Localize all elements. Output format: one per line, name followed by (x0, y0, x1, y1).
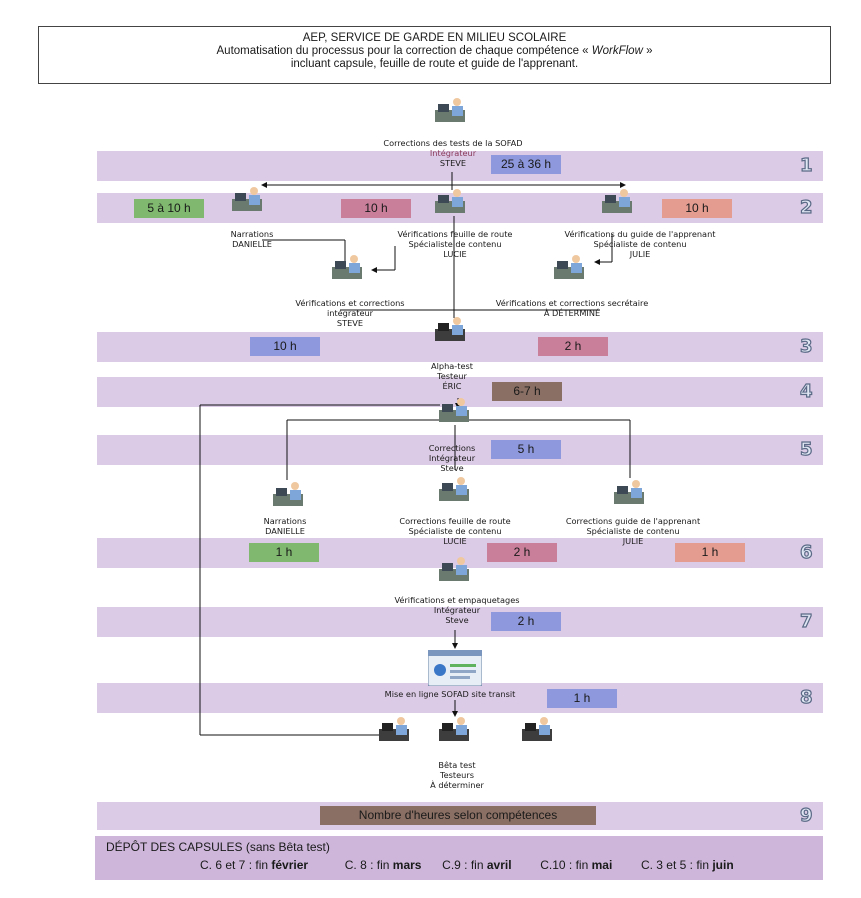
hours-step-9: Nombre d'heures selon compétences (320, 806, 596, 825)
hours-step-1: 25 à 36 h (491, 155, 561, 174)
hours-step-5: 5 h (491, 440, 561, 459)
deadline-item: C. 8 : fin mars (344, 858, 422, 872)
step-number-2: 2 (799, 196, 813, 218)
web-page-icon (428, 650, 482, 686)
step-number-3: 3 (799, 335, 813, 357)
deadline-item: C.10 : fin mai (540, 858, 613, 872)
person-workstation-icon (435, 317, 465, 341)
label-corrections-sofad: Corrections des tests de la SOFAD Intégr… (383, 138, 523, 168)
title-line-1: AEP, SERVICE DE GARDE EN MILIEU SCOLAIRE (302, 32, 567, 44)
person-workstation-icon (439, 557, 469, 581)
hours-step-6-narrations: 1 h (249, 543, 319, 562)
person-workstation-icon (602, 189, 632, 213)
hours-step-3-secretaire: 2 h (538, 337, 608, 356)
footer-deadlines: C. 6 et 7 : fin février C. 8 : fin mars … (200, 858, 734, 872)
hours-step-6-feuille: 2 h (487, 543, 557, 562)
step-number-7: 7 (799, 610, 813, 632)
person-workstation-icon (435, 189, 465, 213)
hours-step-8: 1 h (547, 689, 617, 708)
hours-step-2-narrations: 5 à 10 h (134, 199, 204, 218)
person-workstation-icon (439, 717, 469, 741)
label-corr-feuille: Corrections feuille de route Spécialiste… (399, 516, 511, 546)
hours-step-6-guide: 1 h (675, 543, 745, 562)
label-verif-empaquetages: Vérifications et empaquetages Intégrateu… (394, 595, 520, 625)
person-workstation-icon (379, 717, 409, 741)
hours-step-2-feuille: 10 h (341, 199, 411, 218)
deadline-item: C.9 : fin avril (442, 858, 512, 872)
footer-deposit-band (95, 836, 823, 880)
hours-step-7: 2 h (491, 612, 561, 631)
step-number-5: 5 (799, 438, 813, 460)
step-number-6: 6 (799, 541, 813, 563)
band-step-5 (97, 435, 823, 465)
deadline-item: C. 3 et 5 : fin juin (640, 858, 734, 872)
person-workstation-icon (232, 187, 262, 211)
band-step-8 (97, 683, 823, 713)
person-workstation-icon (332, 255, 362, 279)
title-box: AEP, SERVICE DE GARDE EN MILIEU SCOLAIRE… (38, 26, 831, 84)
step-number-8: 8 (799, 686, 813, 708)
title-line-2: Automatisation du processus pour la corr… (216, 45, 653, 57)
deadline-item: C. 6 et 7 : fin février (200, 858, 309, 872)
title-line-3: incluant capsule, feuille de route et gu… (290, 58, 579, 70)
footer-title: DÉPÔT DES CAPSULES (sans Bêta test) (106, 840, 330, 854)
person-workstation-icon (554, 255, 584, 279)
step-number-4: 4 (799, 380, 813, 402)
label-verif-guide: Vérifications du guide de l'apprenant Sp… (564, 229, 716, 259)
label-alpha-test: Alpha-test Testeur ÉRIC (431, 361, 473, 391)
hours-step-2-guide: 10 h (662, 199, 732, 218)
person-workstation-icon (614, 480, 644, 504)
person-workstation-icon (439, 398, 469, 422)
person-workstation-icon (522, 717, 552, 741)
label-beta-test: Bêta test Testeurs À déterminer (430, 760, 484, 790)
band-step-1 (97, 151, 823, 181)
person-workstation-icon (435, 98, 465, 122)
label-corrections-integrateur: Corrections Intégrateur Steve (428, 443, 476, 473)
label-narrations-1: Narrations DANIELLE (230, 229, 274, 249)
label-mise-en-ligne: Mise en ligne SOFAD site transit (384, 689, 516, 699)
person-workstation-icon (273, 482, 303, 506)
hours-step-4: 6-7 h (492, 382, 562, 401)
label-narrations-2: Narrations DANIELLE (263, 516, 307, 536)
step-number-9: 9 (799, 804, 813, 826)
band-step-7 (97, 607, 823, 637)
label-corr-guide: Corrections guide de l'apprenant Spécial… (565, 516, 701, 546)
person-workstation-icon (439, 477, 469, 501)
label-verif-secretaire: Vérifications et corrections secrétaire … (495, 298, 649, 318)
label-verif-feuille: Vérifications feuille de route Spécialis… (397, 229, 513, 259)
label-verif-integrateur: Vérifications et corrections intégrateur… (295, 298, 405, 328)
hours-step-3-integrateur: 10 h (250, 337, 320, 356)
step-number-1: 1 (799, 154, 813, 176)
